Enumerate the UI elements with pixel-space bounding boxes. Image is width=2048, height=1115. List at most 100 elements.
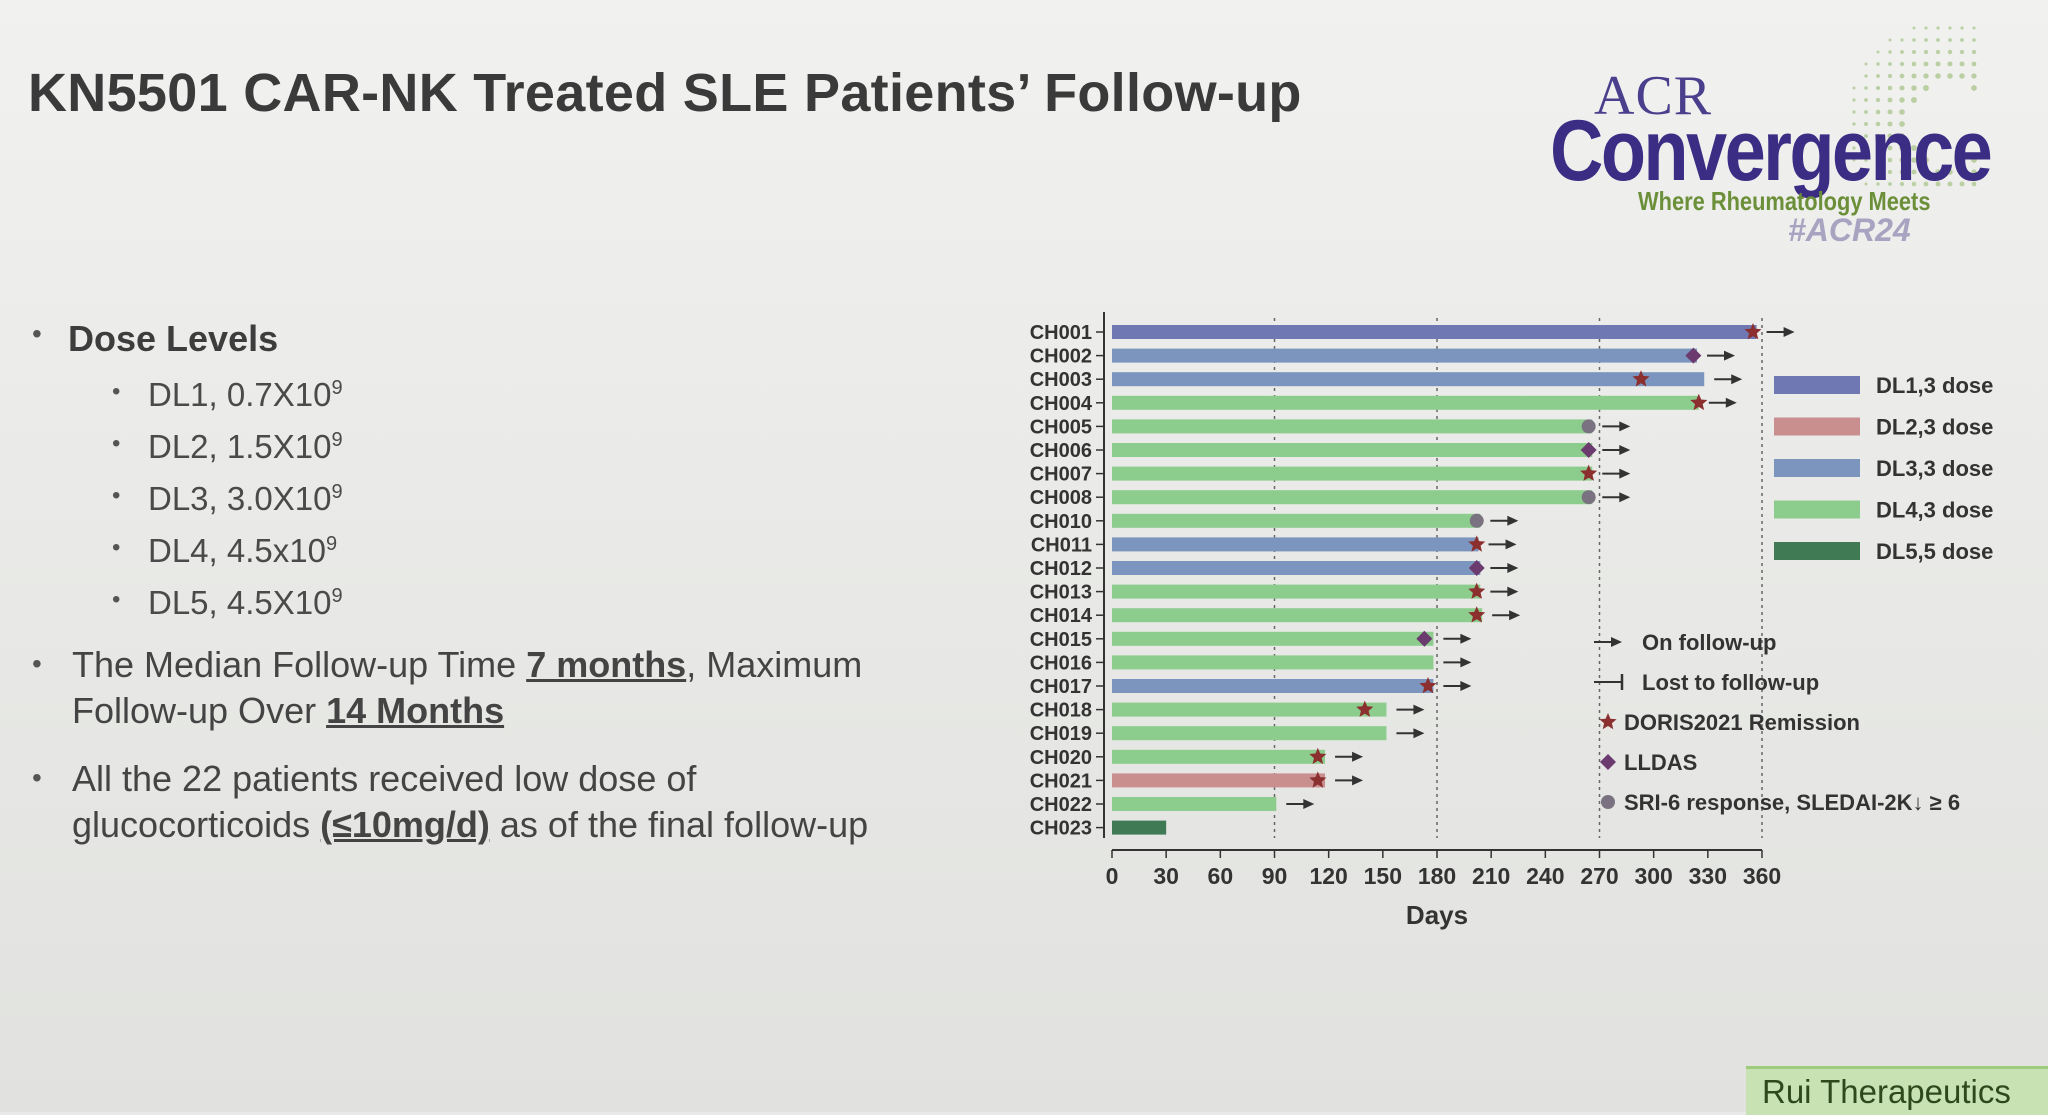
sub-bullet-dot: •: [112, 482, 121, 509]
logo-dot: [1875, 133, 1881, 139]
logo-dot: [1935, 49, 1941, 55]
patient-label: CH010: [1030, 511, 1092, 533]
dose-level-item: DL3, 3.0X109: [148, 480, 343, 518]
logo-dot: [1852, 158, 1856, 162]
on-followup-arrow: [1724, 350, 1735, 361]
logo-dot: [1947, 49, 1953, 55]
logo-dot: [1947, 169, 1953, 175]
patient-label: CH011: [1031, 534, 1092, 556]
logo-dot: [1971, 73, 1977, 79]
dose-exponent: 9: [325, 533, 338, 555]
patient-bar: [1112, 797, 1277, 811]
logo-dot: [1899, 121, 1905, 127]
x-tick-label: 90: [1262, 863, 1288, 889]
logo-dot: [1887, 109, 1893, 115]
dose-level-item: DL2, 1.5X109: [148, 428, 343, 466]
slide-title: KN5501 CAR-NK Treated SLE Patients’ Foll…: [28, 63, 1302, 123]
logo-dot: [1864, 182, 1868, 186]
patient-label: CH017: [1030, 676, 1092, 698]
legend-swatch: [1774, 376, 1860, 394]
patient-bar: [1112, 631, 1434, 646]
on-followup-arrow: [1619, 468, 1631, 479]
logo-dot: [1887, 145, 1893, 151]
logo-dot: [1948, 26, 1952, 30]
logo-dot: [1947, 61, 1953, 67]
doris-remission-marker: [1309, 771, 1327, 788]
logo-dot: [1875, 157, 1881, 163]
on-followup-arrow: [1507, 515, 1519, 526]
logo-dot: [1960, 26, 1964, 30]
legend-dose-label: DL1,3 dose: [1876, 373, 1993, 398]
patient-label: CH014: [1030, 605, 1093, 627]
patient-label: CH022: [1030, 794, 1092, 816]
patient-label: CH002: [1030, 346, 1092, 368]
logo-dot: [1888, 50, 1892, 54]
bullet-dot: •: [32, 318, 42, 349]
logo-dot: [1864, 86, 1868, 90]
logo-dot: [1899, 97, 1905, 103]
x-tick-label: 240: [1526, 863, 1564, 889]
patient-label: CH018: [1030, 700, 1092, 722]
on-followup-arrow: [1619, 421, 1631, 432]
median-followup-line2: Follow-up Over 14 Months: [72, 690, 504, 732]
sri6-response-marker: [1581, 490, 1596, 505]
on-followup-arrow: [1460, 657, 1472, 668]
legend-dose-label: DL4,3 dose: [1876, 498, 1993, 523]
logo-dot: [1923, 169, 1929, 175]
patient-bar: [1112, 395, 1699, 410]
doris-remission-marker: [1468, 535, 1486, 552]
on-followup-arrow: [1413, 704, 1425, 715]
logo-dot: [1864, 62, 1868, 66]
patient-label: CH006: [1030, 440, 1092, 462]
sub-bullet-dot: •: [112, 586, 121, 613]
footer-company: Rui Therapeutics: [1746, 1066, 2048, 1115]
logo-dot: [1911, 73, 1917, 79]
dose-exponent: 9: [331, 429, 343, 451]
logo-dot: [1875, 121, 1881, 127]
logo-dot: [1852, 146, 1856, 150]
on-followup-arrow: [1731, 374, 1743, 385]
dose-level-item: DL5, 4.5X109: [148, 584, 343, 622]
logo-dot: [1899, 109, 1905, 115]
logo-dot: [1936, 26, 1940, 30]
logo-dot: [1852, 98, 1856, 102]
logo-dot: [1864, 110, 1868, 114]
logo-dot: [1888, 62, 1892, 66]
legend-arrow-icon: [1611, 637, 1622, 647]
gc-dose-value: (≤10mg/d): [320, 804, 490, 845]
logo-dot: [1972, 26, 1976, 30]
doris-remission-marker: [1356, 700, 1374, 717]
logo-dot: [1876, 182, 1880, 186]
patient-bar: [1112, 348, 1697, 363]
logo-dot: [1960, 38, 1964, 42]
logo-dot: [1971, 49, 1977, 55]
logo-dot: [1887, 121, 1893, 127]
logo-dot: [1875, 85, 1881, 91]
logo-dot: [1923, 85, 1929, 91]
patient-bar: [1112, 325, 1757, 339]
logo-dot: [1864, 134, 1868, 138]
dose-exponent: 9: [331, 377, 343, 399]
logo-dot: [1888, 38, 1892, 42]
patient-bar: [1112, 490, 1593, 505]
logo-dot: [1876, 170, 1880, 174]
logo-convergence: Convergence: [1550, 103, 1993, 199]
median-followup-line1: The Median Follow-up Time 7 months, Maxi…: [72, 644, 862, 686]
patient-label: CH012: [1030, 558, 1092, 580]
patient-label: CH004: [1030, 393, 1093, 415]
sub-bullet-dot: •: [112, 430, 121, 457]
logo-dot: [1959, 181, 1965, 187]
lldas-marker: [1416, 630, 1433, 647]
on-followup-arrow: [1413, 728, 1425, 739]
logo-dot: [1875, 145, 1881, 151]
dose-label: DL3, 3.0X10: [148, 480, 332, 517]
logo-dot: [1971, 85, 1977, 91]
logo-dot: [1971, 169, 1977, 175]
legend-circle-icon: [1601, 795, 1615, 809]
legend-symbol-label: DORIS2021 Remission: [1624, 710, 1860, 735]
bullet-dot: •: [32, 648, 42, 679]
logo-dot: [1959, 61, 1965, 67]
logo-dot: [1923, 73, 1929, 79]
logo-dot: [1923, 181, 1929, 187]
patient-bar: [1112, 443, 1593, 457]
